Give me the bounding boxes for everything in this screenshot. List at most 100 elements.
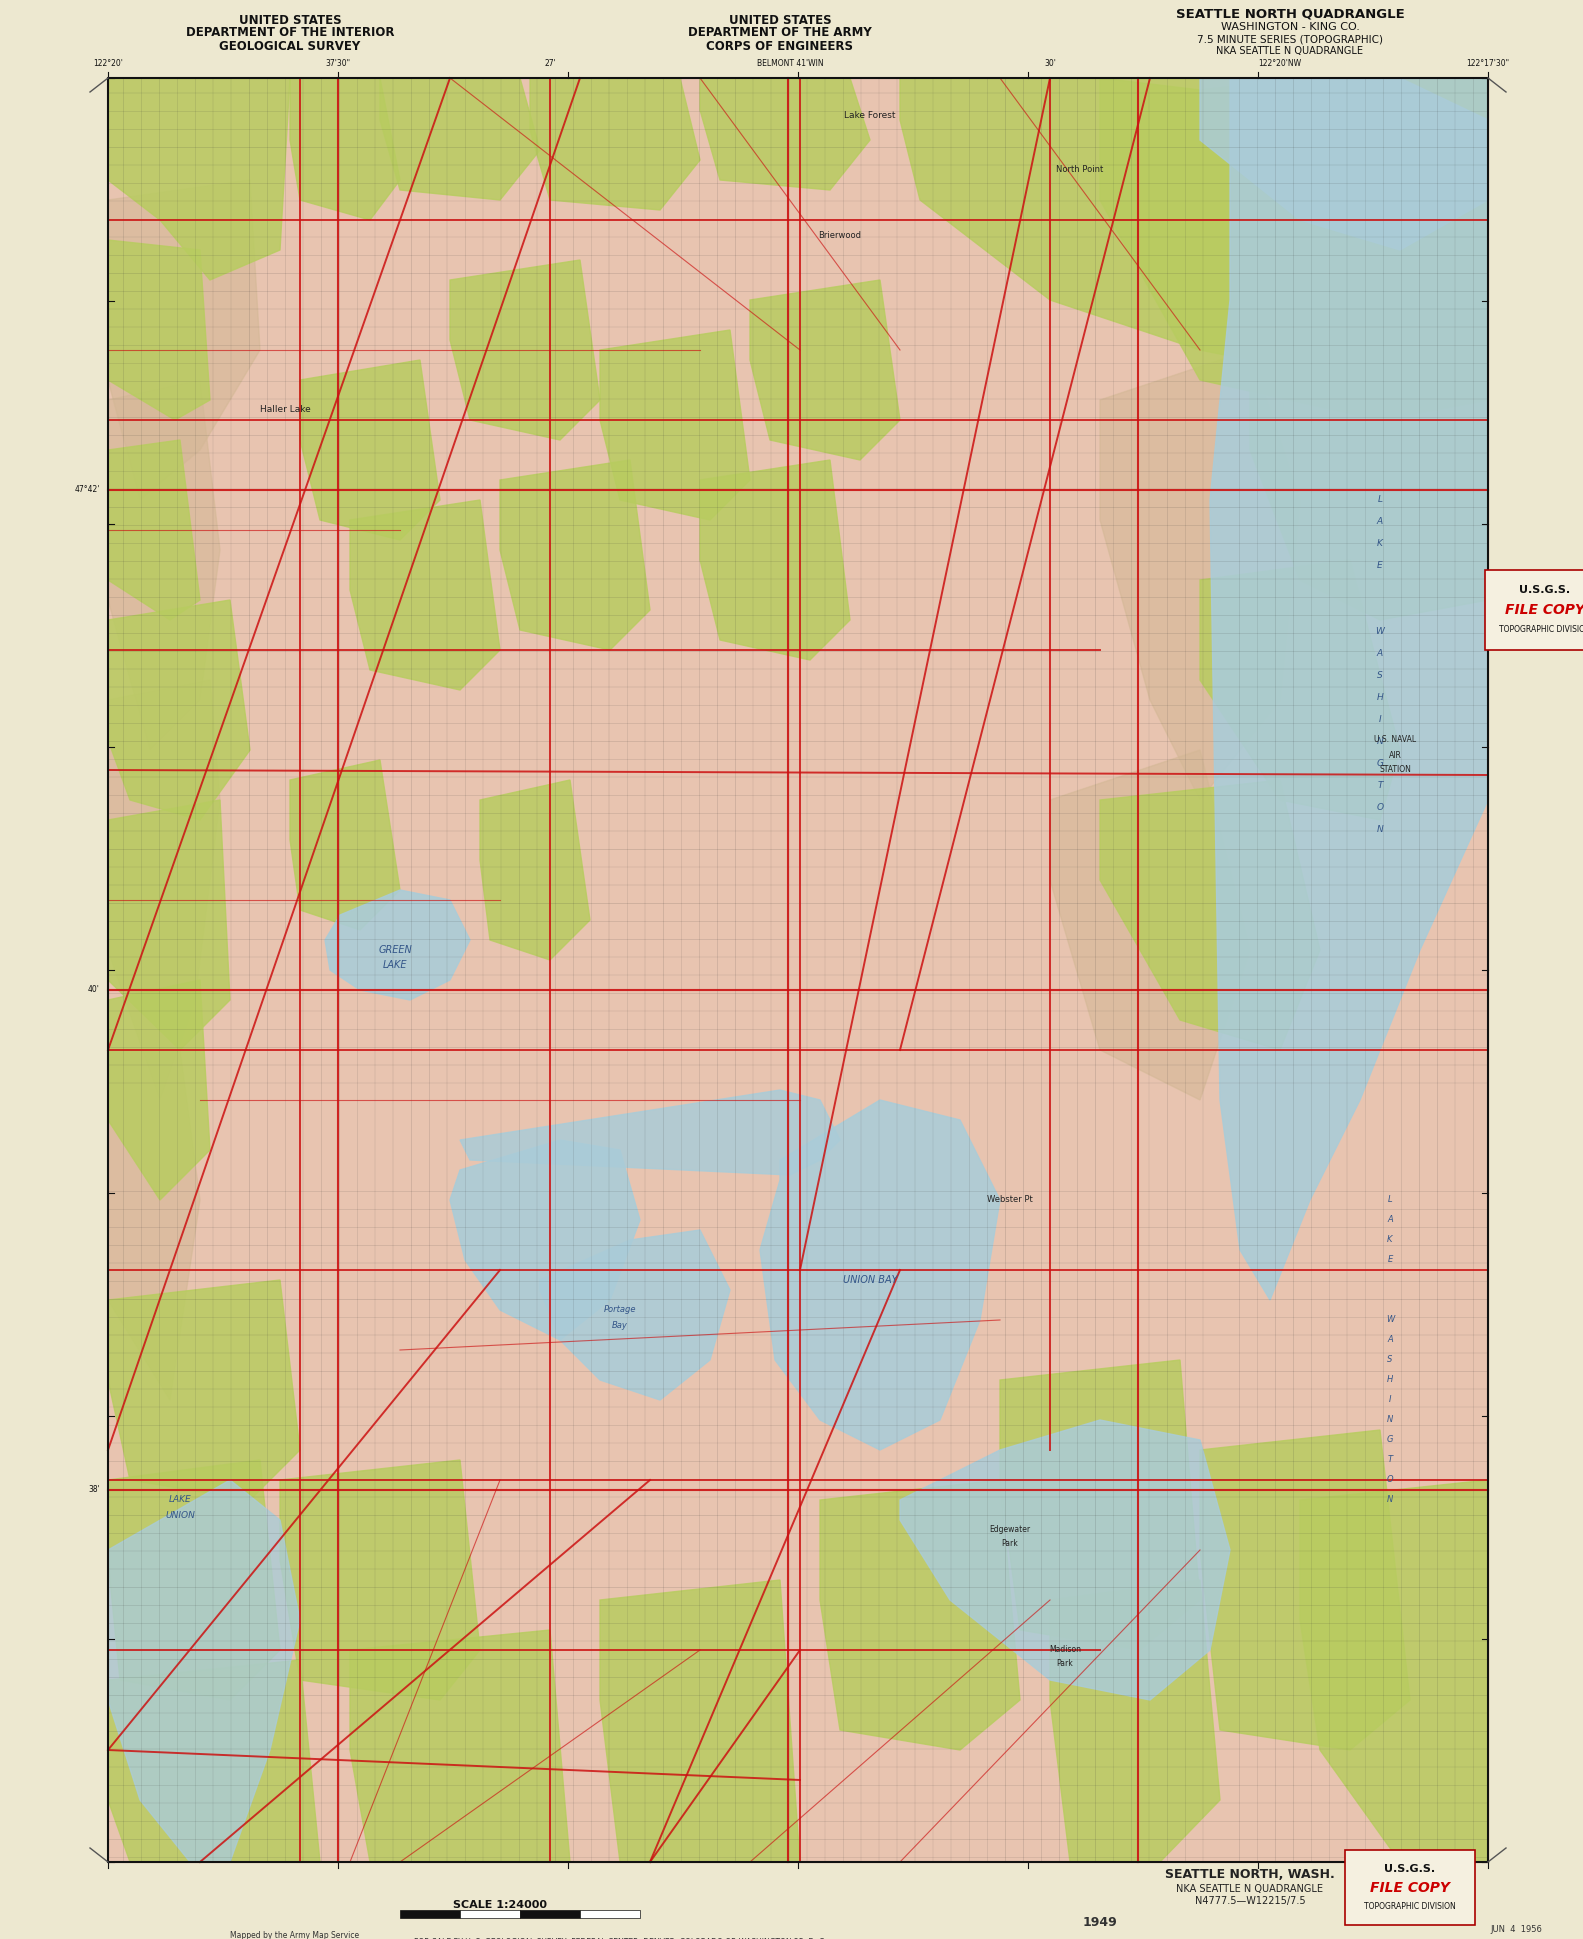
Text: W: W <box>1385 1315 1395 1324</box>
Text: STATION: STATION <box>1379 766 1410 774</box>
Text: 122°20': 122°20' <box>93 58 123 68</box>
Text: UNION: UNION <box>165 1510 195 1520</box>
Polygon shape <box>108 380 220 750</box>
Text: Haller Lake: Haller Lake <box>260 405 310 415</box>
Text: N4777.5—W12215/7.5: N4777.5—W12215/7.5 <box>1195 1896 1306 1906</box>
Text: N: N <box>1377 737 1384 747</box>
Polygon shape <box>108 1660 320 1861</box>
Text: Edgewater: Edgewater <box>989 1526 1031 1534</box>
Polygon shape <box>108 801 230 1051</box>
Text: UNION BAY: UNION BAY <box>842 1276 898 1286</box>
Text: DEPARTMENT OF THE INTERIOR: DEPARTMENT OF THE INTERIOR <box>185 27 394 39</box>
Text: FILE COPY: FILE COPY <box>1505 603 1583 617</box>
Polygon shape <box>540 1229 730 1400</box>
Text: AIR: AIR <box>1388 750 1401 760</box>
Text: Madison: Madison <box>1050 1646 1081 1654</box>
Text: S: S <box>1377 671 1384 681</box>
Polygon shape <box>108 1051 199 1400</box>
Polygon shape <box>280 1460 480 1701</box>
Text: Webster Pt: Webster Pt <box>988 1196 1032 1204</box>
Text: A: A <box>1387 1336 1393 1344</box>
Polygon shape <box>1200 560 1399 820</box>
Text: Park: Park <box>1002 1540 1018 1549</box>
Text: CORPS OF ENGINEERS: CORPS OF ENGINEERS <box>706 39 853 52</box>
Text: A: A <box>1377 650 1384 659</box>
Text: W: W <box>1376 628 1385 636</box>
Polygon shape <box>108 1280 301 1501</box>
Text: I: I <box>1388 1396 1391 1404</box>
Text: NKA SEATTLE N QUADRANGLE: NKA SEATTLE N QUADRANGLE <box>1176 1885 1323 1894</box>
Text: U.S. NAVAL: U.S. NAVAL <box>1374 735 1417 745</box>
Polygon shape <box>350 1631 570 1861</box>
Text: 7.5 MINUTE SERIES (TOPOGRAPHIC): 7.5 MINUTE SERIES (TOPOGRAPHIC) <box>1197 35 1384 45</box>
Text: 47°42': 47°42' <box>74 485 100 494</box>
Polygon shape <box>700 460 850 659</box>
Text: 37'30": 37'30" <box>326 58 350 68</box>
Text: 122°17'30": 122°17'30" <box>1466 58 1510 68</box>
Text: Park: Park <box>1056 1660 1073 1668</box>
Text: 40': 40' <box>89 985 100 995</box>
Polygon shape <box>108 979 211 1200</box>
Polygon shape <box>1100 779 1320 1051</box>
Polygon shape <box>760 1099 1000 1450</box>
Bar <box>579 1910 640 1918</box>
Polygon shape <box>1251 320 1488 620</box>
Polygon shape <box>600 1580 799 1861</box>
Polygon shape <box>450 260 600 440</box>
Polygon shape <box>530 78 700 209</box>
Polygon shape <box>325 890 470 1001</box>
Polygon shape <box>450 1140 640 1340</box>
Text: G: G <box>1377 760 1384 768</box>
Text: NKA SEATTLE N QUADRANGLE: NKA SEATTLE N QUADRANGLE <box>1216 47 1363 56</box>
Text: N: N <box>1387 1495 1393 1505</box>
Text: S: S <box>1387 1355 1393 1365</box>
Polygon shape <box>1050 1580 1220 1861</box>
Text: A: A <box>1377 518 1384 527</box>
Polygon shape <box>901 1419 1230 1701</box>
Polygon shape <box>461 1090 841 1175</box>
Polygon shape <box>108 1479 301 1861</box>
Text: T: T <box>1387 1456 1393 1464</box>
Text: DEPARTMENT OF THE ARMY: DEPARTMENT OF THE ARMY <box>689 27 872 39</box>
Polygon shape <box>380 78 540 200</box>
Text: H: H <box>1387 1375 1393 1384</box>
Text: WASHINGTON - KING CO.: WASHINGTON - KING CO. <box>1220 21 1360 33</box>
Text: FILE COPY: FILE COPY <box>1369 1881 1450 1894</box>
Bar <box>108 78 1488 1861</box>
Polygon shape <box>820 1479 1019 1751</box>
Text: 27': 27' <box>545 58 556 68</box>
Text: 122°20'NW: 122°20'NW <box>1258 58 1301 68</box>
Text: Lake Forest: Lake Forest <box>844 111 896 120</box>
Text: I: I <box>1379 715 1382 725</box>
Text: G: G <box>1387 1435 1393 1445</box>
Text: Bay: Bay <box>613 1320 628 1330</box>
Text: E: E <box>1387 1255 1393 1264</box>
Text: SCALE 1:24000: SCALE 1:24000 <box>453 1900 548 1910</box>
Text: N: N <box>1387 1415 1393 1425</box>
Polygon shape <box>700 78 871 190</box>
Polygon shape <box>1100 351 1300 801</box>
Polygon shape <box>108 440 199 620</box>
Text: O: O <box>1387 1476 1393 1485</box>
Text: GEOLOGICAL SURVEY: GEOLOGICAL SURVEY <box>220 39 361 52</box>
Polygon shape <box>1050 750 1251 1099</box>
Polygon shape <box>1200 78 1488 250</box>
Text: North Point: North Point <box>1056 165 1103 175</box>
Text: SEATTLE NORTH QUADRANGLE: SEATTLE NORTH QUADRANGLE <box>1176 8 1404 21</box>
Polygon shape <box>108 599 250 820</box>
Text: 30': 30' <box>1045 58 1056 68</box>
Polygon shape <box>1100 78 1488 421</box>
Text: Portage: Portage <box>603 1305 636 1315</box>
Polygon shape <box>108 1460 280 1701</box>
Text: U.S.G.S.: U.S.G.S. <box>1385 1863 1436 1873</box>
Bar <box>1485 570 1583 650</box>
Text: LAKE: LAKE <box>169 1495 192 1505</box>
Polygon shape <box>290 78 400 219</box>
Text: JUN  4  1956: JUN 4 1956 <box>1490 1925 1542 1935</box>
Bar <box>519 1910 579 1918</box>
Text: TOPOGRAPHIC DIVISION: TOPOGRAPHIC DIVISION <box>1365 1902 1456 1910</box>
Text: K: K <box>1377 539 1384 549</box>
Text: T: T <box>1377 781 1382 791</box>
Text: TOPOGRAPHIC DIVISION: TOPOGRAPHIC DIVISION <box>1499 626 1583 634</box>
Text: BELMONT 41'WIN: BELMONT 41'WIN <box>757 58 823 68</box>
